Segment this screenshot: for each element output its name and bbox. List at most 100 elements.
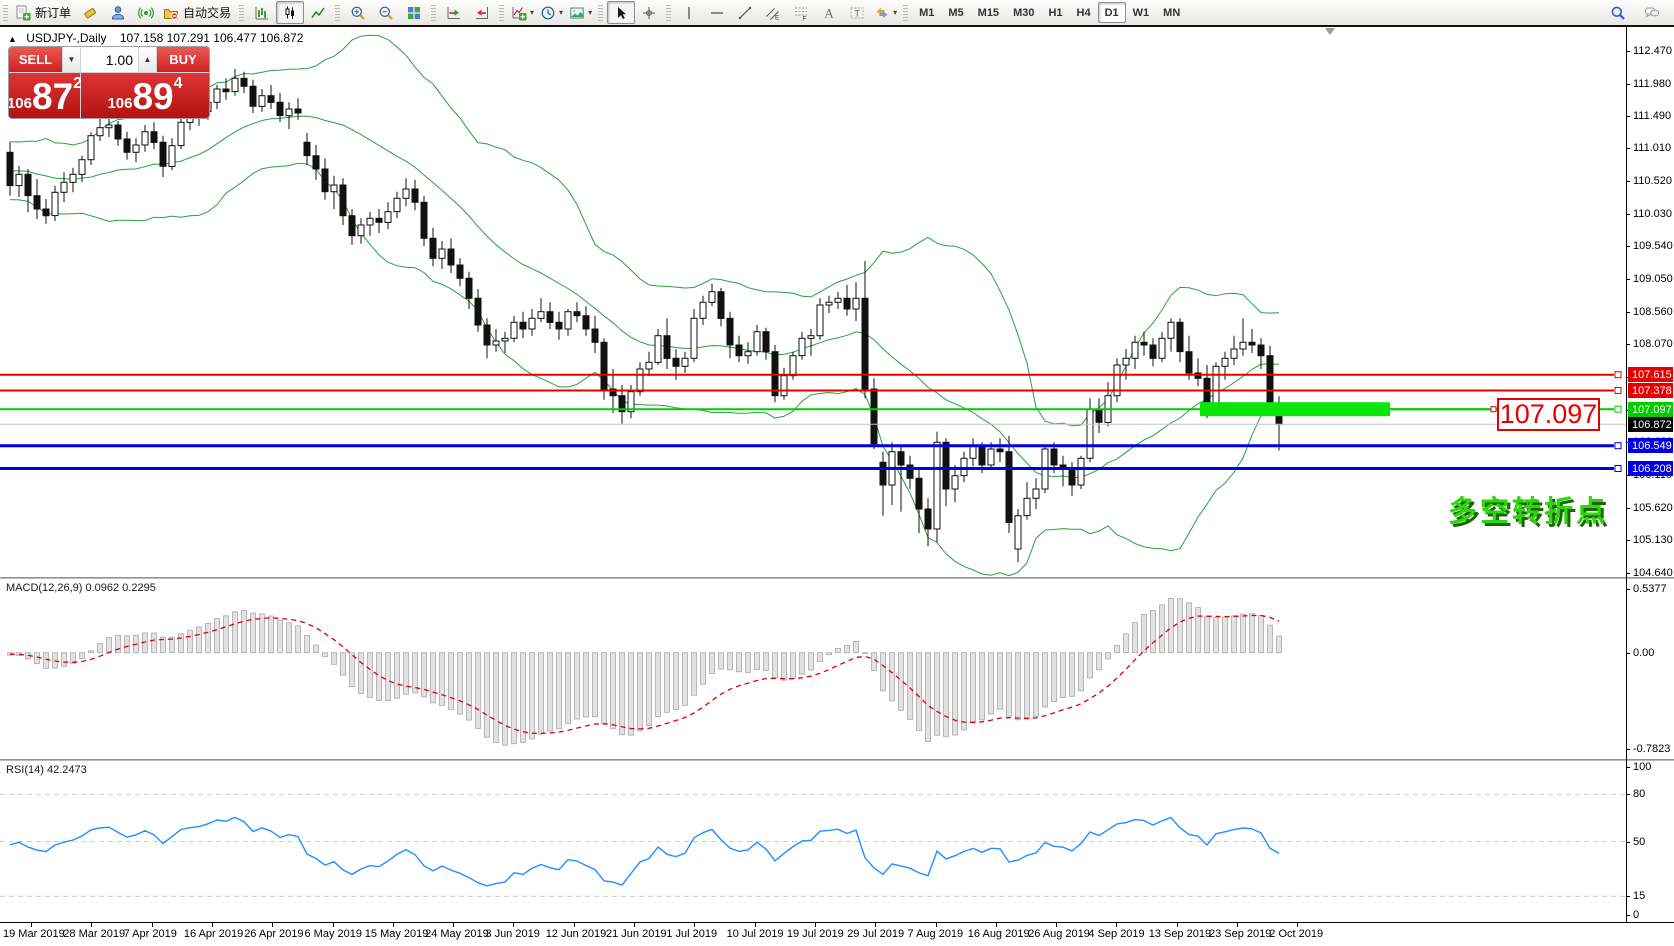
chat-button[interactable] (1638, 1, 1666, 24)
indicators-button[interactable]: ▾ (508, 1, 537, 24)
callout-anchor-icon[interactable] (1490, 406, 1497, 413)
macd-axis: 0.5377 0.00 -0.7823 (1626, 579, 1674, 759)
timeframe-M30[interactable]: M30 (1013, 6, 1035, 19)
bar-chart-button[interactable] (248, 1, 276, 24)
dropdown-arrow-icon[interactable]: ▾ (530, 8, 535, 17)
date-tick (151, 923, 153, 927)
periods-button[interactable]: ▾ (537, 1, 566, 24)
timeframe-H1[interactable]: H1 (1048, 6, 1063, 19)
eraser-button[interactable] (76, 1, 104, 24)
buy-price-pip: 4 (173, 75, 183, 92)
templates-button[interactable]: ▾ (566, 1, 595, 24)
timeframe-M15[interactable]: M15 (977, 6, 1000, 19)
macd-panel[interactable] (0, 579, 1626, 759)
autotrading-icon (163, 5, 179, 21)
chart-shift-marker-icon[interactable] (1325, 28, 1335, 35)
profile-button[interactable] (104, 1, 132, 24)
date-label: 10 Jul 2019 (726, 928, 784, 940)
arrows-button[interactable]: ▾ (871, 1, 900, 24)
panel-separator[interactable] (0, 759, 1674, 761)
chart-shift-button[interactable] (468, 1, 496, 24)
timeframe-H4[interactable]: H4 (1076, 6, 1091, 19)
timeframe-M5[interactable]: M5 (948, 6, 964, 19)
level-anchor-icon[interactable] (1614, 442, 1622, 450)
price-tick-label: 109.050 (1633, 273, 1673, 285)
panel-separator[interactable] (0, 577, 1674, 579)
trendline-button[interactable] (731, 1, 759, 24)
text-button[interactable]: A (815, 1, 843, 24)
rsi-canvas[interactable] (0, 761, 1626, 922)
sell-price-big: 87 (31, 76, 74, 117)
volume-increase-button[interactable]: ▲ (139, 47, 156, 72)
level-anchor-icon[interactable] (1614, 405, 1622, 413)
price-badge-107.097: 107.097 (1628, 402, 1673, 417)
macd-histogram (7, 598, 1282, 746)
equidistant-channel-icon: E (765, 5, 781, 21)
autotrading-button-label: 自动交易 (183, 6, 232, 20)
tile-windows-button[interactable] (400, 1, 428, 24)
level-anchor-icon[interactable] (1614, 371, 1622, 379)
timeframe-D1[interactable]: D1 (1097, 2, 1126, 23)
horizontal-line-button[interactable] (703, 1, 731, 24)
candlestick-chart-button[interactable] (276, 1, 305, 24)
price-tick-label: 108.070 (1633, 338, 1673, 350)
date-label: 16 Apr 2019 (183, 928, 244, 940)
new-order-button[interactable]: 新订单 (12, 1, 76, 24)
collapse-arrow-icon[interactable]: ▲ (8, 34, 17, 44)
volume-decrease-button[interactable]: ▼ (63, 47, 80, 72)
vertical-line-button[interactable] (675, 1, 703, 24)
buy-price[interactable]: 106 89 4 (81, 73, 209, 118)
level-anchor-icon[interactable] (1614, 465, 1622, 472)
autotrading-button[interactable]: 自动交易 (160, 1, 236, 24)
timeframe-M1[interactable]: M1 (919, 6, 935, 19)
line-chart-button[interactable] (304, 1, 332, 24)
zoom-out-button[interactable] (372, 1, 400, 24)
search-icon (1610, 5, 1626, 21)
date-label: 6 May 2019 (304, 928, 362, 940)
eraser-icon (82, 5, 98, 21)
macd-signal-line (9, 614, 1280, 735)
date-label: 21 Jun 2019 (606, 928, 667, 940)
macd-scale-label: 0.00 (1633, 646, 1655, 659)
price-tick-label: 110.520 (1633, 175, 1672, 187)
dropdown-arrow-icon[interactable]: ▾ (559, 8, 564, 17)
axis-tick (1626, 915, 1630, 916)
sell-button[interactable]: SELL (9, 47, 62, 72)
zoom-in-button[interactable] (344, 1, 372, 24)
crosshair-button[interactable] (635, 1, 663, 24)
axis-tick (1626, 896, 1630, 898)
sell-price[interactable]: 106 87 2 (9, 73, 82, 118)
price-chart-panel[interactable] (0, 27, 1626, 577)
svg-text:F: F (803, 15, 807, 21)
price-chart-canvas[interactable] (0, 27, 1626, 577)
cursor-button[interactable] (607, 1, 636, 24)
price-badge-106.872: 106.872 (1628, 417, 1673, 432)
svg-text:T: T (855, 8, 861, 18)
volume-input[interactable]: 1.00 (81, 47, 138, 72)
highlight-zone[interactable] (1200, 402, 1390, 417)
level-anchor-icon[interactable] (1614, 387, 1622, 394)
signal-button[interactable] (132, 1, 160, 24)
channel-button[interactable]: E (759, 1, 787, 24)
timeframe-MN[interactable]: MN (1163, 6, 1181, 19)
date-tick (634, 923, 635, 927)
axis-tick (1626, 589, 1630, 590)
rsi-panel[interactable] (0, 761, 1626, 922)
fibonacci-button[interactable]: F (787, 1, 815, 24)
buy-button[interactable]: BUY (157, 47, 209, 72)
dropdown-arrow-icon[interactable]: ▾ (588, 8, 593, 17)
text-label-button[interactable]: T (843, 1, 871, 24)
macd-canvas[interactable] (0, 579, 1626, 759)
dropdown-arrow-icon[interactable]: ▾ (893, 8, 898, 17)
timeframe-W1[interactable]: W1 (1132, 6, 1150, 19)
scroll-to-end-button[interactable] (440, 1, 468, 24)
annotation-text[interactable]: 多空转折点 (1448, 496, 1609, 528)
date-label: 1 Jul 2019 (666, 928, 718, 940)
date-label: 28 Mar 2019 (63, 928, 126, 940)
price-callout-box[interactable]: 107.097 (1497, 398, 1600, 431)
date-tick (392, 923, 394, 927)
rsi-line (9, 816, 1280, 887)
bars-chart-icon (254, 5, 270, 21)
templates-icon (569, 5, 585, 21)
search-button[interactable] (1604, 1, 1632, 24)
